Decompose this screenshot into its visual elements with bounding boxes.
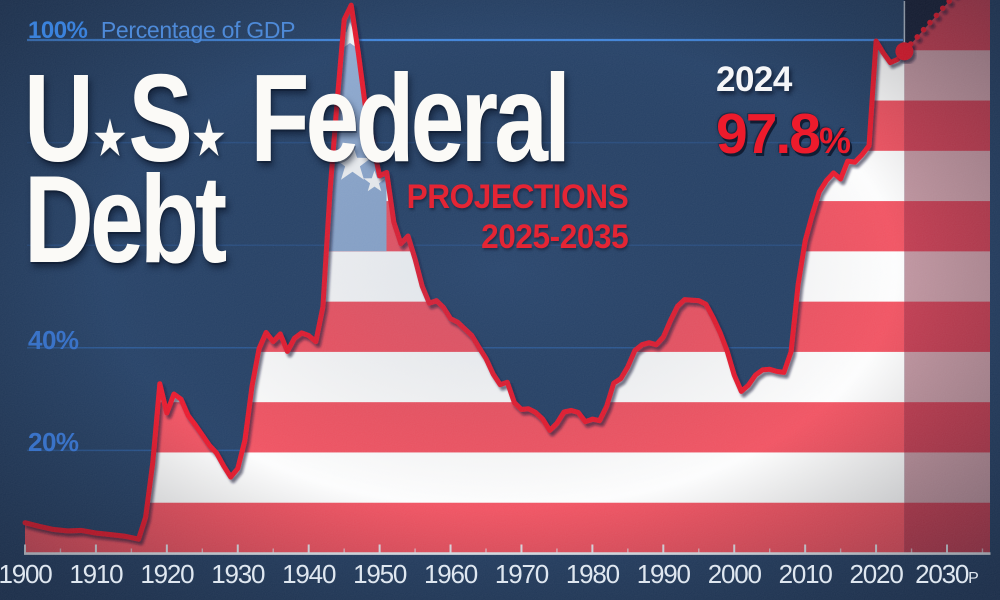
chart-canvas <box>0 0 1000 600</box>
us-federal-debt-infographic: 100% Percentage of GDP 40% 20% U★S★ Fede… <box>0 0 1000 600</box>
grain-texture-overlay <box>0 0 1000 600</box>
